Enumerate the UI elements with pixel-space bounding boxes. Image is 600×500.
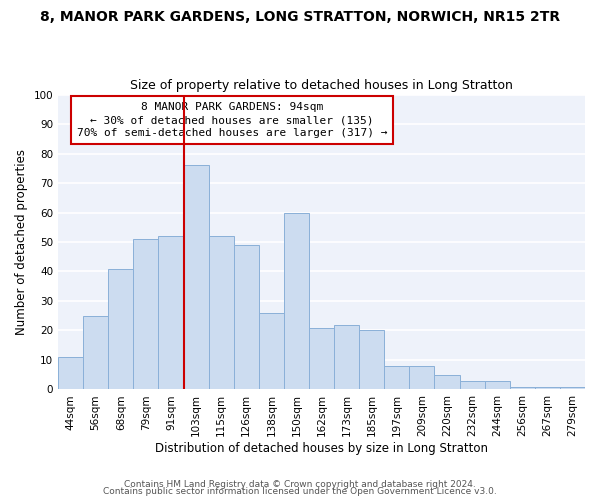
Title: Size of property relative to detached houses in Long Stratton: Size of property relative to detached ho… (130, 79, 513, 92)
Bar (83, 316, 108, 390)
Bar (535, 386, 560, 390)
Bar (384, 366, 409, 390)
Bar (184, 166, 209, 390)
Bar (309, 328, 334, 390)
Text: 8, MANOR PARK GARDENS, LONG STRATTON, NORWICH, NR15 2TR: 8, MANOR PARK GARDENS, LONG STRATTON, NO… (40, 10, 560, 24)
Text: Contains public sector information licensed under the Open Government Licence v3: Contains public sector information licen… (103, 488, 497, 496)
Bar (359, 330, 384, 390)
Bar (259, 313, 284, 390)
Bar (284, 212, 309, 390)
Bar (560, 386, 585, 390)
Bar (460, 380, 485, 390)
Bar (158, 236, 184, 390)
Text: 8 MANOR PARK GARDENS: 94sqm
← 30% of detached houses are smaller (135)
70% of se: 8 MANOR PARK GARDENS: 94sqm ← 30% of det… (77, 102, 387, 139)
Bar (409, 366, 434, 390)
Text: Contains HM Land Registry data © Crown copyright and database right 2024.: Contains HM Land Registry data © Crown c… (124, 480, 476, 489)
Bar (434, 374, 460, 390)
Bar (334, 324, 359, 390)
Bar (485, 380, 510, 390)
Bar (510, 386, 535, 390)
Bar (108, 268, 133, 390)
Bar (133, 239, 158, 390)
Bar (209, 236, 233, 390)
Bar (233, 245, 259, 390)
Bar (58, 357, 83, 390)
Y-axis label: Number of detached properties: Number of detached properties (15, 149, 28, 335)
X-axis label: Distribution of detached houses by size in Long Stratton: Distribution of detached houses by size … (155, 442, 488, 455)
